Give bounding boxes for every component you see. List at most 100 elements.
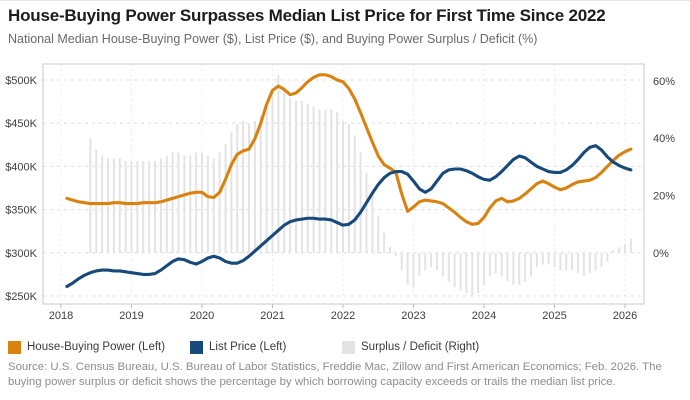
surplus-deficit-bar bbox=[412, 253, 415, 288]
x-tick-label: 2025 bbox=[542, 310, 566, 322]
surplus-deficit-bar bbox=[148, 161, 151, 253]
surplus-deficit-bar bbox=[406, 253, 409, 285]
surplus-deficit-bar bbox=[189, 155, 192, 253]
surplus-deficit-bar bbox=[289, 98, 292, 254]
surplus-deficit-bar bbox=[606, 253, 609, 262]
surplus-deficit-bar bbox=[212, 158, 215, 253]
surplus-deficit-bar bbox=[430, 253, 433, 268]
surplus-deficit-bar bbox=[224, 143, 227, 253]
y-right-tick-label: 0% bbox=[653, 248, 669, 260]
surplus-deficit-bar bbox=[271, 89, 274, 253]
surplus-deficit-bar bbox=[230, 132, 233, 253]
surplus-deficit-bar bbox=[383, 232, 386, 253]
surplus-deficit-bar bbox=[107, 158, 109, 253]
surplus-deficit-bar bbox=[553, 253, 556, 268]
surplus-deficit-bar bbox=[112, 158, 115, 253]
legend-item-list-price: List Price (Left) bbox=[190, 340, 286, 354]
surplus-deficit-bar bbox=[183, 155, 186, 253]
legend-label: House-Buying Power (Left) bbox=[27, 341, 166, 353]
surplus-deficit-bar bbox=[453, 253, 456, 288]
surplus-deficit-bar bbox=[500, 253, 503, 276]
surplus-deficit-bar bbox=[171, 152, 174, 253]
surplus-deficit-bar bbox=[618, 247, 621, 253]
surplus-deficit-bar bbox=[465, 253, 468, 294]
house-buying-power-line bbox=[65, 73, 633, 226]
x-tick-label: 2026 bbox=[613, 310, 637, 322]
surplus-deficit-bar bbox=[377, 215, 380, 253]
surplus-deficit-bar bbox=[565, 253, 568, 271]
surplus-deficit-bar bbox=[300, 100, 303, 253]
surplus-deficit-bar bbox=[494, 253, 497, 274]
surplus-deficit-bar bbox=[424, 253, 427, 271]
surplus-deficit-bar bbox=[483, 253, 485, 285]
surplus-deficit-bar bbox=[201, 152, 203, 253]
surplus-deficit-bar bbox=[130, 161, 133, 253]
surplus-deficit-bar bbox=[389, 247, 391, 253]
y-left-tick-label: $350K bbox=[5, 205, 37, 217]
surplus-deficit-bar bbox=[259, 115, 262, 254]
surplus-deficit-bar bbox=[436, 253, 438, 271]
surplus-deficit-bar bbox=[195, 152, 198, 253]
x-tick-label: 2024 bbox=[472, 310, 496, 322]
surplus-deficit-bar bbox=[154, 161, 156, 253]
surplus-deficit-bar bbox=[600, 253, 603, 268]
surplus-deficit-bar bbox=[471, 253, 474, 297]
house-buying-power-swatch bbox=[8, 340, 21, 354]
surplus-deficit-bar bbox=[506, 253, 509, 282]
surplus-deficit-bar bbox=[582, 253, 585, 276]
surplus-deficit-bar bbox=[347, 123, 350, 253]
surplus-deficit-bar bbox=[242, 120, 245, 253]
surplus-deficit-bar bbox=[488, 253, 491, 276]
chart-title: House-Buying Power Surpasses Median List… bbox=[8, 6, 606, 25]
plot-border bbox=[42, 63, 645, 305]
combo-chart-plot: 2018 2019 2020 2021 2022 2023 2024 2025 2026 $250… bbox=[5, 63, 675, 322]
y-right-tick-label: 20% bbox=[653, 191, 675, 203]
surplus-deficit-bar bbox=[524, 253, 527, 282]
surplus-deficit-bar bbox=[371, 195, 374, 253]
surplus-deficit-bar bbox=[541, 253, 544, 265]
surplus-deficit-bar bbox=[400, 253, 403, 271]
surplus-deficit-bar bbox=[265, 103, 268, 253]
source-note: Source: U.S. Census Bureau, U.S. Bureau … bbox=[8, 361, 662, 388]
surplus-deficit-bar bbox=[336, 112, 339, 254]
surplus-deficit-bar bbox=[518, 253, 521, 285]
surplus-deficit-bar bbox=[306, 103, 309, 253]
y-left-tick-label: $400K bbox=[5, 161, 37, 173]
surplus-deficit-bar bbox=[218, 152, 221, 253]
surplus-deficit-bar bbox=[418, 253, 421, 276]
surplus-deficit-bar bbox=[206, 155, 209, 253]
x-tick-label: 2019 bbox=[119, 310, 143, 322]
surplus-deficit-bar bbox=[535, 253, 538, 268]
surplus-deficit-bar bbox=[142, 161, 145, 253]
surplus-deficit-bar bbox=[353, 135, 356, 253]
surplus-deficit-bar bbox=[447, 253, 450, 282]
surplus-deficit-bar bbox=[342, 120, 344, 253]
legend-item-surplus-deficit: Surplus / Deficit (Right) bbox=[342, 340, 479, 354]
surplus-deficit-bar bbox=[324, 109, 327, 253]
surplus-deficit-bar bbox=[253, 120, 256, 253]
y-right-tick-label: 60% bbox=[653, 76, 675, 88]
list-price-line bbox=[65, 144, 633, 289]
surplus-deficit-bar bbox=[512, 253, 515, 285]
y-left-tick-label: $300K bbox=[5, 248, 37, 260]
surplus-deficit-bar bbox=[248, 123, 250, 253]
surplus-deficit-bar bbox=[624, 244, 626, 253]
surplus-deficit-bar bbox=[295, 100, 297, 253]
y-left-tick-label: $250K bbox=[5, 291, 37, 303]
y-left-tick-label: $450K bbox=[5, 118, 37, 130]
surplus-deficit-bar bbox=[177, 152, 180, 253]
surplus-deficit-bar bbox=[136, 161, 139, 253]
chart-subtitle: National Median House-Buying Power ($), … bbox=[8, 32, 538, 46]
surplus-deficit-bar bbox=[330, 109, 333, 253]
surplus-deficit-bar bbox=[594, 253, 597, 271]
surplus-deficit-bar bbox=[365, 172, 368, 253]
y-right-tick-label: 40% bbox=[653, 133, 675, 145]
legend-label: List Price (Left) bbox=[209, 341, 287, 353]
surplus-deficit-bar bbox=[236, 123, 239, 253]
legend-label: Surplus / Deficit (Right) bbox=[361, 341, 480, 353]
x-tick-label: 2020 bbox=[190, 310, 214, 322]
surplus-deficit-bar bbox=[477, 253, 480, 294]
surplus-deficit-bar bbox=[124, 161, 127, 253]
x-tick-label: 2021 bbox=[260, 310, 284, 322]
